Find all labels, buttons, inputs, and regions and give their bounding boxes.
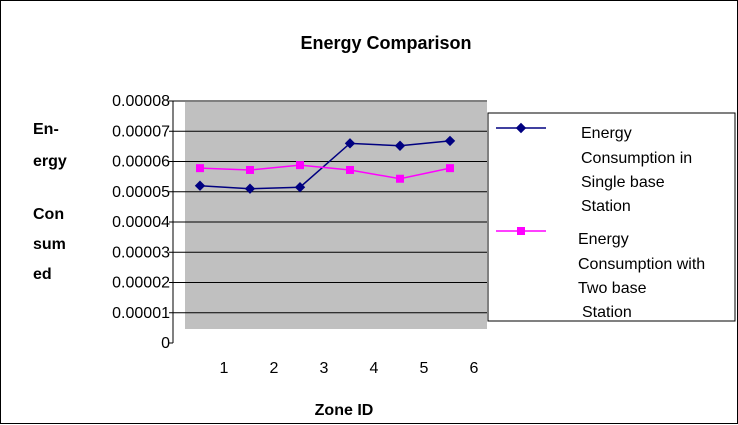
legend-label-line: Consumption in [581, 150, 692, 167]
y-tick-label: 0.00007 [112, 123, 170, 140]
x-tick-label: 6 [470, 360, 479, 377]
x-tick-label: 4 [370, 360, 379, 377]
x-tick-label: 5 [420, 360, 429, 377]
legend-label-line: Energy [581, 125, 632, 142]
data-point [244, 183, 256, 194]
data-point [446, 164, 454, 173]
y-tick-label: 0.00002 [112, 275, 170, 292]
data-point [394, 140, 406, 151]
y-axis-label-line: ed [33, 266, 52, 283]
legend-label-line: Energy [578, 231, 629, 248]
data-point [194, 180, 206, 191]
data-point [396, 174, 404, 183]
series-2 [196, 161, 454, 183]
legend-label-line: Single base [581, 174, 665, 191]
data-point [296, 161, 304, 170]
data-point [294, 182, 306, 193]
x-tick-label: 3 [320, 360, 329, 377]
series-group [194, 135, 456, 194]
y-axis-label-line: Con [33, 206, 64, 223]
legend-entry-1: Energy Consumption in Single base Station [496, 122, 692, 215]
data-point [346, 165, 354, 174]
y-tick-label: 0.00008 [112, 93, 170, 110]
legend-label-line: Station [581, 198, 631, 215]
y-tick-label: 0.00003 [112, 244, 170, 261]
y-tick-label: 0 [161, 335, 170, 352]
legend-label-line: Two base [578, 280, 647, 297]
legend-marker [517, 227, 525, 235]
y-tick-labels: 0 0.00001 0.00002 0.00003 0.00004 0.00005 0.00… [112, 93, 170, 352]
data-point [196, 164, 204, 173]
legend-box [487, 112, 736, 322]
legend-entry-2: Energy Consumption with Two base Station [496, 227, 705, 321]
y-tick-label: 0.00001 [112, 305, 170, 322]
chart-title: Energy Comparison [300, 33, 471, 53]
y-tick-label: 0.00004 [112, 214, 170, 231]
legend-label-line: Consumption with [578, 256, 705, 273]
plot-area [185, 102, 487, 329]
x-tick-label: 1 [220, 360, 229, 377]
data-point [444, 135, 456, 147]
x-tick-label: 2 [270, 360, 279, 377]
series-line [199, 140, 451, 190]
legend-label-line: Station [582, 304, 632, 321]
x-tick-labels: 1 2 3 4 5 6 [220, 360, 479, 377]
axes [169, 100, 174, 344]
y-tick-label: 0.00006 [112, 154, 170, 171]
y-tick-label: 0.00005 [112, 184, 170, 201]
y-axis-label-line: sum [33, 236, 66, 253]
data-point [344, 138, 356, 149]
y-axis-label-line: En- [33, 121, 59, 138]
x-axis-label: Zone ID [315, 402, 374, 419]
y-axis-label-line: ergy [33, 153, 67, 170]
legend-marker [515, 122, 527, 134]
series-1 [194, 135, 456, 194]
series-line [199, 164, 451, 180]
data-point [246, 165, 254, 174]
y-axis-label: En-ergy Con sum ed [33, 121, 67, 283]
